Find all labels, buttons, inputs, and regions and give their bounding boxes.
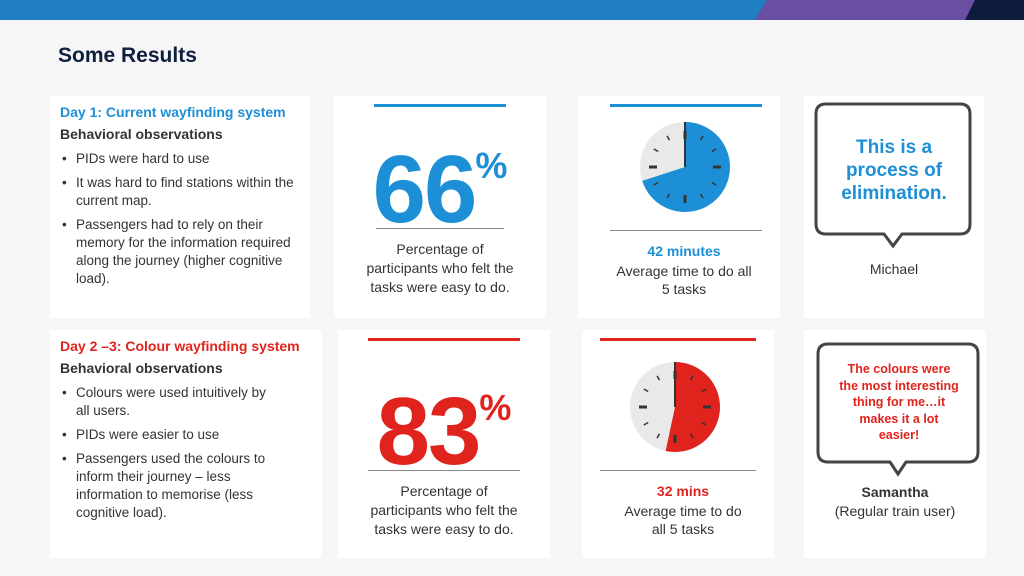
day1-quote-person: Michael	[869, 261, 919, 277]
day1-percent-accent-line	[374, 104, 506, 107]
day1-bullet: Passengers had to rely on their memory f…	[60, 216, 300, 288]
day2-quote-person: Samantha	[861, 484, 929, 500]
day2-percent-caption: Percentage of participants who felt the …	[370, 483, 518, 537]
day2-time-divider	[600, 470, 756, 471]
day1-observations-card: Day 1: Current wayfinding system Behavio…	[50, 96, 310, 318]
day1-percent-card: 66% Percentage of participants who felt …	[334, 96, 546, 318]
day1-subheading: Behavioral observations	[60, 126, 223, 142]
day2-speech-bubble-icon	[816, 342, 980, 477]
day1-time-caption: Average time to do all 5 tasks	[616, 263, 752, 297]
day2-bullet: Colours were used intuitively by all use…	[60, 384, 312, 420]
day1-time-minutes: 42 minutes	[647, 243, 721, 259]
clock-tick	[653, 181, 659, 186]
day2-quote-text: The colours were the most interesting th…	[839, 362, 959, 442]
day2-percent-number: 83	[376, 378, 482, 485]
clock-tick	[699, 135, 704, 141]
top-banner	[0, 0, 1024, 20]
day1-time-card: 42 minutes Average time to do all 5 task…	[578, 96, 780, 318]
day2-clock-icon	[630, 362, 720, 452]
day1-clock-elapsed	[642, 122, 730, 212]
day1-percent-caption: Percentage of participants who felt the …	[366, 241, 514, 295]
clock-tick	[701, 388, 707, 393]
day2-time-caption: Average time to do all 5 tasks	[624, 503, 742, 537]
day1-percent-value: 66%	[334, 116, 546, 240]
clock-tick	[689, 433, 694, 439]
day2-bullet: Passengers used the colours to inform th…	[60, 450, 312, 522]
day2-clock-elapsed	[665, 362, 720, 452]
day1-speech-bubble-icon	[814, 102, 972, 249]
banner-accent-navy	[965, 0, 1024, 20]
clock-tick	[643, 388, 649, 393]
day1-percent-number: 66	[372, 136, 478, 243]
clock-tick	[653, 148, 659, 153]
day2-quote-person-note: (Regular train user)	[834, 503, 956, 519]
clock-tick	[699, 193, 704, 199]
day2-heading: Day 2 –3: Colour wayfinding system	[60, 338, 300, 354]
day2-bullet: PIDs were easier to use	[60, 426, 312, 444]
clock-tick	[711, 181, 717, 186]
day1-quote-text: This is a process of elimination.	[841, 137, 947, 204]
day2-percent-value: 83%	[338, 358, 550, 482]
banner-accent-purple	[755, 0, 995, 20]
clock-tick	[656, 433, 661, 439]
day2-subheading: Behavioral observations	[60, 360, 223, 376]
day1-bullet-list: PIDs were hard to use It was hard to fin…	[60, 150, 300, 288]
day1-percent-symbol: %	[475, 145, 508, 186]
day2-time-minutes: 32 mins	[656, 483, 710, 499]
day1-time-accent-line	[610, 104, 762, 107]
day2-observations-card: Day 2 –3: Colour wayfinding system Behav…	[50, 330, 322, 558]
day2-percent-divider	[368, 470, 520, 471]
day1-clock-icon	[640, 122, 730, 212]
clock-tick	[711, 148, 717, 153]
day2-time-card: 32 mins Average time to do all 5 tasks	[582, 330, 774, 558]
day2-percent-symbol: %	[479, 387, 512, 428]
day2-time-accent-line	[600, 338, 756, 341]
day2-percent-card: 83% Percentage of participants who felt …	[338, 330, 550, 558]
clock-tick	[689, 375, 694, 381]
day1-heading: Day 1: Current wayfinding system	[60, 104, 286, 120]
day1-bullet: PIDs were hard to use	[60, 150, 300, 168]
day2-percent-accent-line	[368, 338, 520, 341]
day1-time-divider	[610, 230, 762, 231]
day1-percent-divider	[376, 228, 504, 229]
day2-bullet-list: Colours were used intuitively by all use…	[60, 384, 312, 522]
clock-tick	[666, 135, 671, 141]
clock-tick	[643, 421, 649, 426]
day1-bullet: It was hard to find stations within the …	[60, 174, 300, 210]
page-title: Some Results	[58, 44, 197, 67]
day1-quote-card: This is a process of elimination. Michae…	[804, 96, 984, 318]
clock-tick	[666, 193, 671, 199]
day2-quote-card: The colours were the most interesting th…	[804, 330, 986, 558]
clock-tick	[656, 375, 661, 381]
clock-tick	[701, 421, 707, 426]
